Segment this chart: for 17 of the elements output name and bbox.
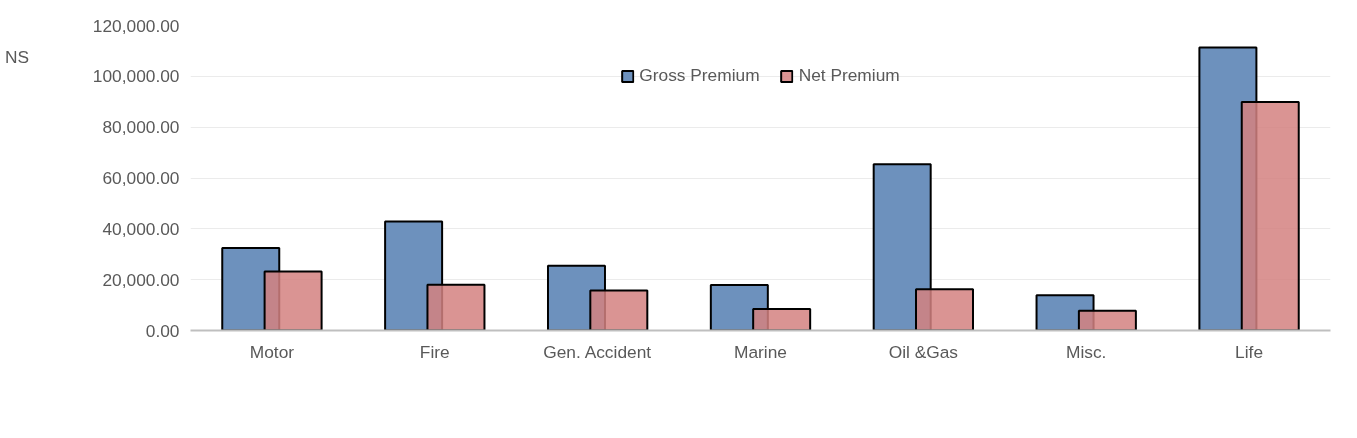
y-axis-title: NS xyxy=(5,46,30,69)
x-tick-label: Misc. xyxy=(1066,341,1107,362)
y-tick-label: 20,000.00 xyxy=(102,269,180,290)
y-tick-label: 120,000.00 xyxy=(92,15,180,36)
y-tick-label: 100,000.00 xyxy=(92,66,180,87)
y-tick-label: 80,000.00 xyxy=(102,117,180,138)
x-tick-label: Marine xyxy=(734,341,787,362)
legend-label: Net Premium xyxy=(798,65,900,86)
x-tick-label: Gen. Accident xyxy=(543,341,652,362)
legend-label: Gross Premium xyxy=(639,65,760,86)
y-tick-label: 0.00 xyxy=(145,320,180,341)
y-tick-label: 40,000.00 xyxy=(102,218,180,239)
x-tick-label: Oil &Gas xyxy=(888,341,959,362)
x-tick-label: Life xyxy=(1235,341,1264,362)
x-tick-label: Fire xyxy=(419,341,450,362)
x-tick-label: Motor xyxy=(249,341,295,362)
y-tick-label: 60,000.00 xyxy=(102,168,180,188)
